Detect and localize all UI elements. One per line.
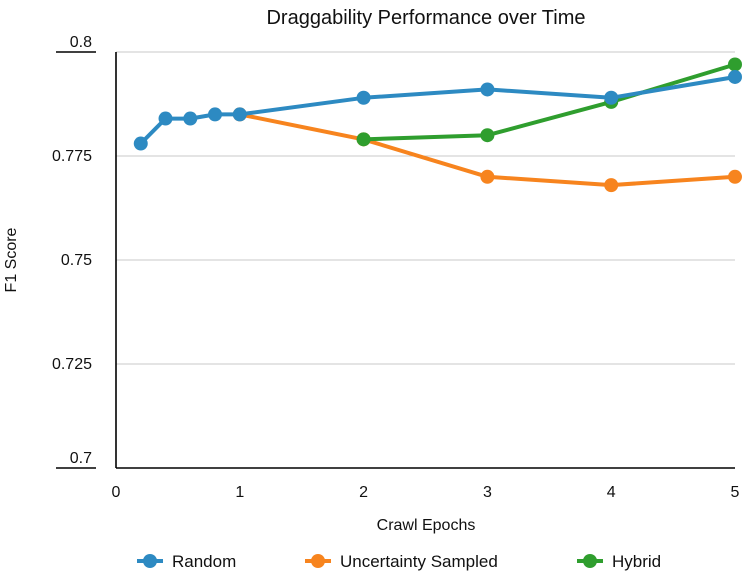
data-point <box>232 107 247 122</box>
y-axis-title: F1 Score <box>3 227 20 292</box>
x-tick-label: 5 <box>731 484 740 501</box>
data-point <box>480 82 495 97</box>
series-hybrid <box>356 57 742 147</box>
data-point <box>158 111 173 126</box>
x-axis-title: Crawl Epochs <box>377 517 476 534</box>
x-tick-label: 4 <box>607 484 616 501</box>
x-tick-label: 0 <box>112 484 121 501</box>
x-tick-label: 1 <box>235 484 244 501</box>
y-tick-label: 0.775 <box>52 148 92 165</box>
legend: Random Uncertainty Sampled Hybrid <box>137 552 661 571</box>
legend-item: Uncertainty Sampled <box>305 552 498 571</box>
data-point <box>133 136 148 151</box>
y-tick-label: 0.8 <box>70 34 92 51</box>
legend-label: Hybrid <box>612 552 661 571</box>
data-point <box>356 90 371 105</box>
data-point <box>728 57 742 72</box>
data-point <box>728 69 742 84</box>
y-axis-ticks: 0.7 0.725 0.75 0.775 0.8 <box>52 34 96 469</box>
x-axis-ticks: 0 1 2 3 4 5 <box>112 484 740 501</box>
data-point <box>208 107 223 122</box>
data-point <box>604 90 619 105</box>
series-line <box>138 75 737 146</box>
data-point <box>480 169 495 184</box>
data-point <box>480 128 495 143</box>
series-line <box>361 62 737 142</box>
chart-title: Draggability Performance over Time <box>266 7 585 29</box>
y-tick-label: 0.75 <box>61 252 92 269</box>
legend-label: Random <box>172 552 236 571</box>
data-point <box>604 178 619 193</box>
data-point <box>183 111 198 126</box>
data-point <box>728 169 742 184</box>
legend-swatch-marker <box>143 554 157 568</box>
legend-swatch-marker <box>583 554 597 568</box>
series-uncertainty-sampled <box>232 107 742 193</box>
legend-item: Random <box>137 552 236 571</box>
y-tick-label: 0.725 <box>52 356 92 373</box>
data-point <box>356 132 371 147</box>
legend-item: Hybrid <box>577 552 661 571</box>
x-tick-label: 2 <box>359 484 368 501</box>
series-layer <box>133 57 742 193</box>
series-random <box>133 69 742 151</box>
grid <box>116 51 735 365</box>
legend-swatch-marker <box>311 554 325 568</box>
y-tick-label: 0.7 <box>70 450 92 467</box>
legend-label: Uncertainty Sampled <box>340 552 498 571</box>
x-tick-label: 3 <box>483 484 492 501</box>
